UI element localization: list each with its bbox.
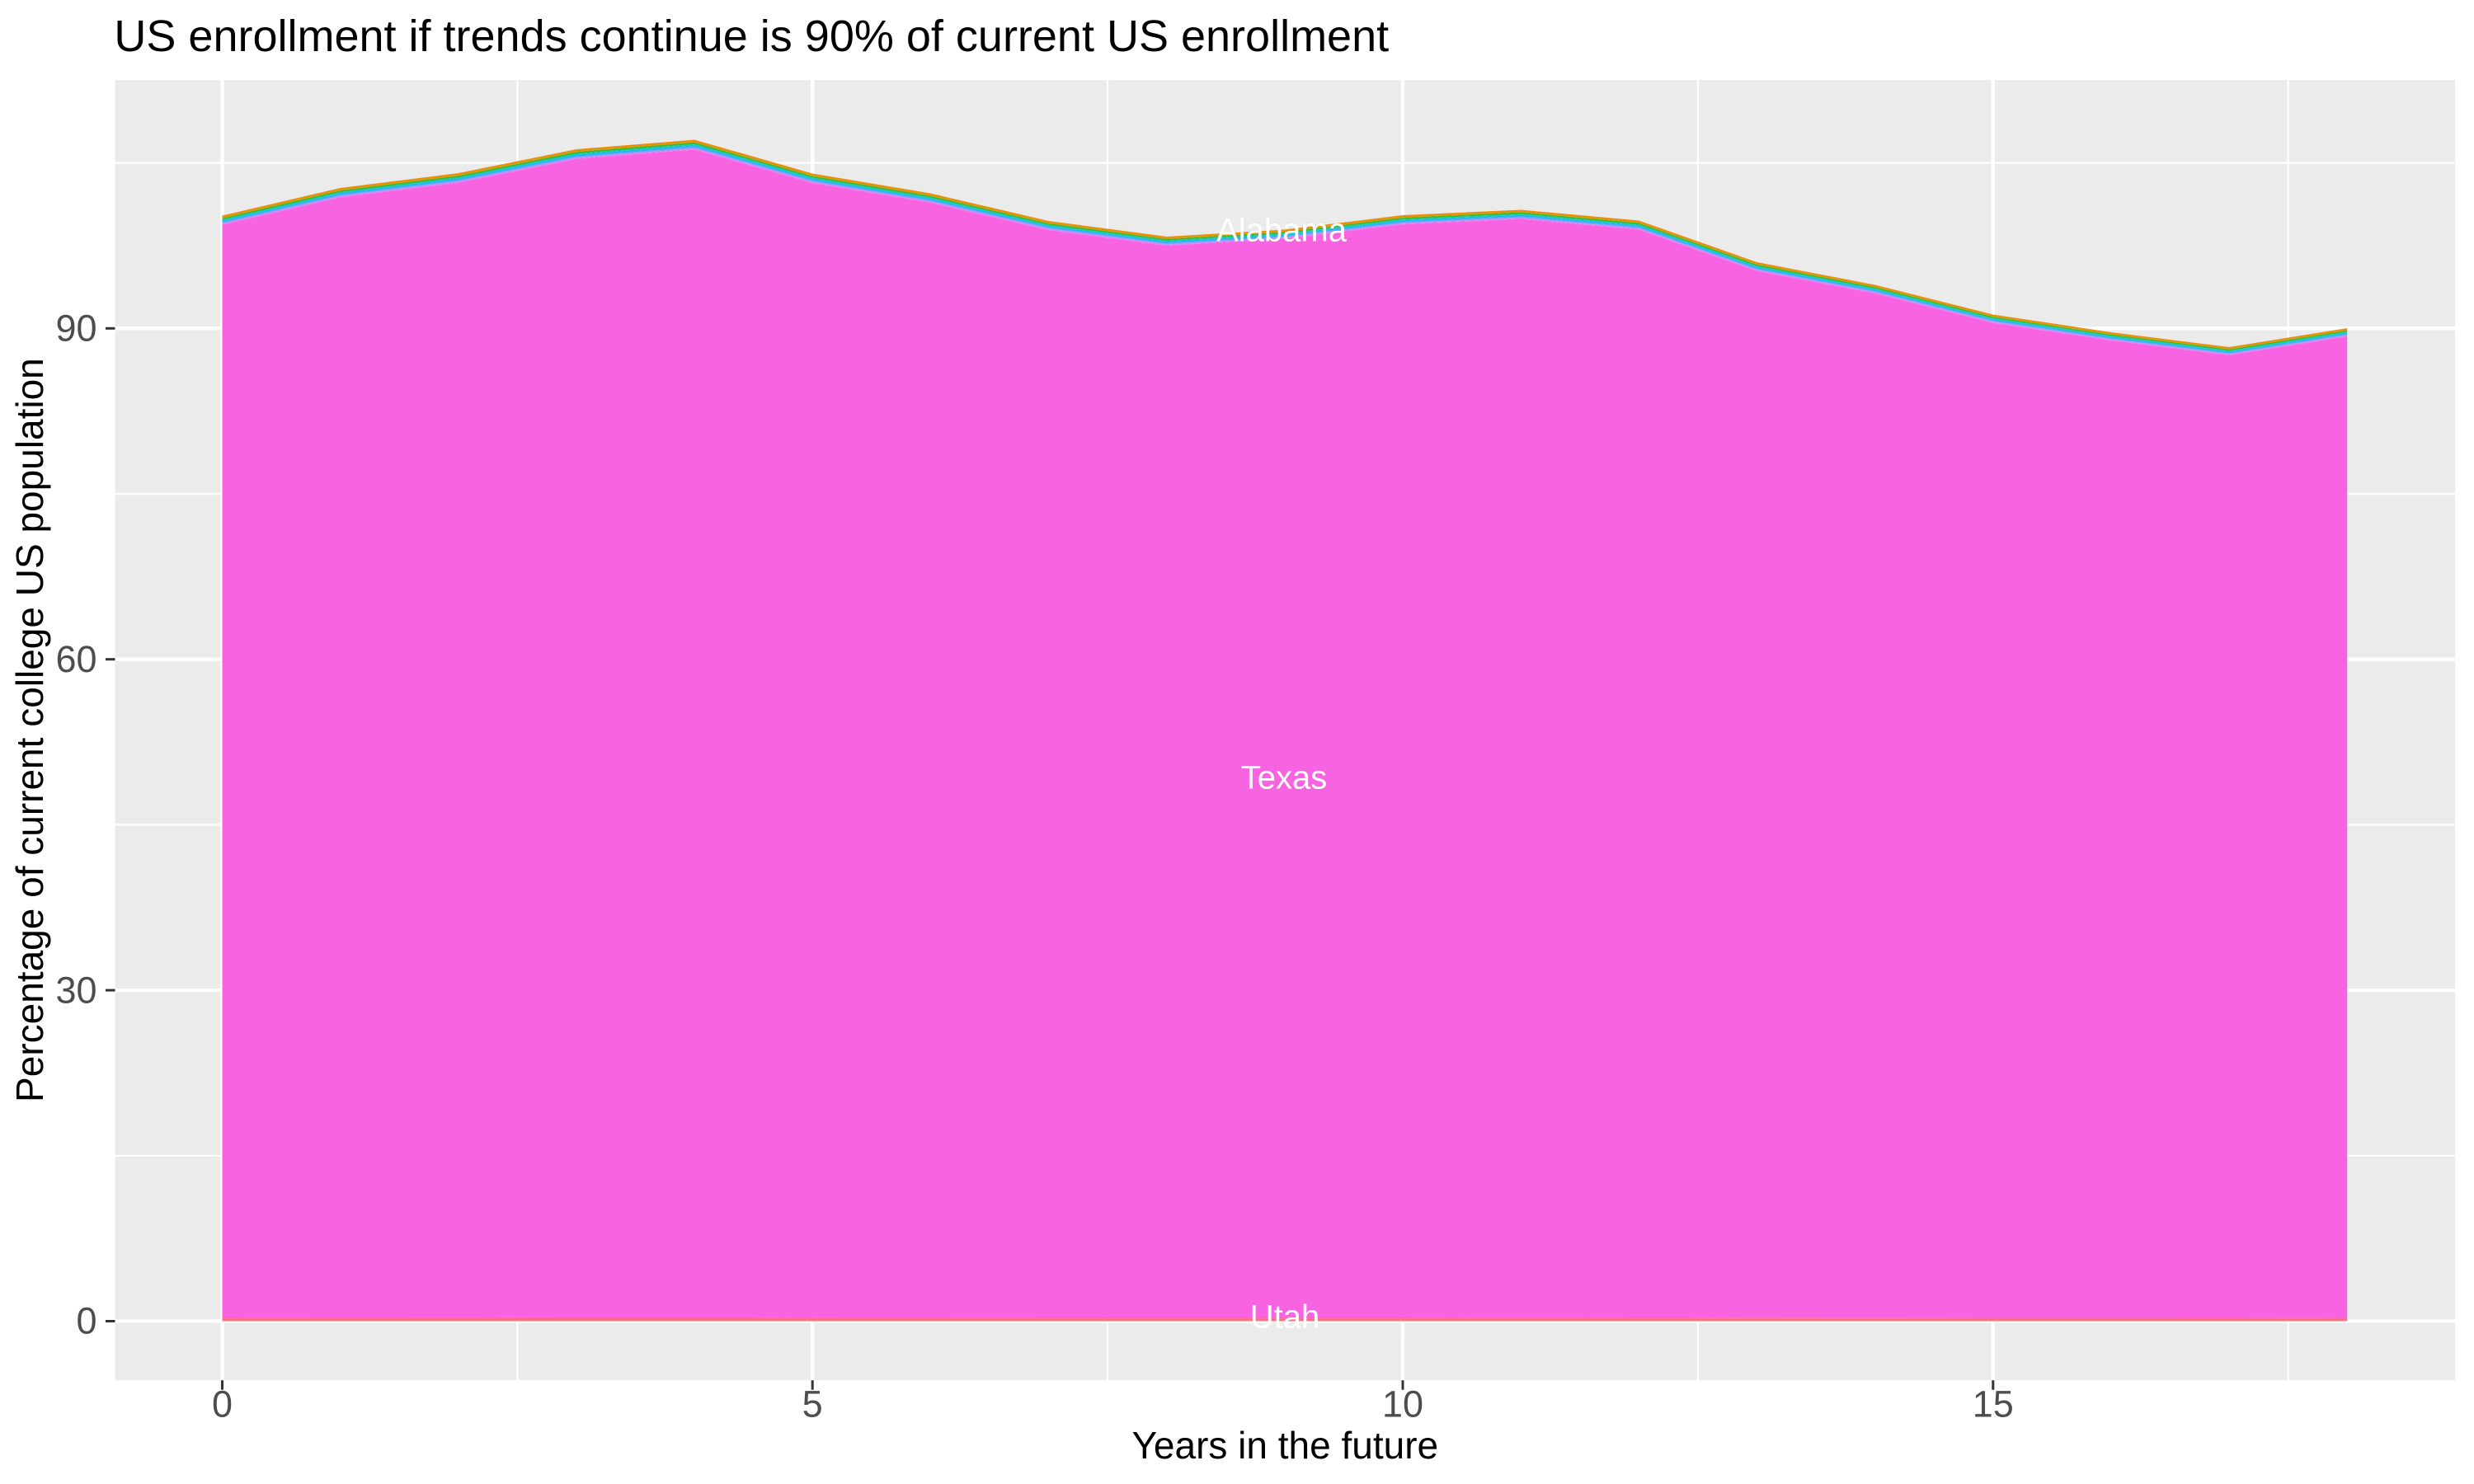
svg-text:30: 30 [55, 969, 96, 1011]
svg-text:90: 90 [55, 308, 96, 350]
svg-text:Years in the future: Years in the future [1131, 1424, 1438, 1467]
svg-text:10: 10 [1382, 1383, 1423, 1425]
svg-text:5: 5 [802, 1383, 823, 1425]
svg-text:Percentage of current college: Percentage of current college US populat… [8, 358, 51, 1102]
svg-text:US enrollment if trends contin: US enrollment if trends continue is 90% … [114, 12, 1389, 61]
svg-text:Texas: Texas [1241, 760, 1328, 796]
svg-text:60: 60 [55, 638, 96, 680]
svg-text:Alabama: Alabama [1216, 213, 1348, 249]
svg-text:15: 15 [1973, 1383, 2014, 1425]
svg-text:Utah: Utah [1250, 1299, 1320, 1336]
svg-text:0: 0 [212, 1383, 233, 1425]
svg-text:0: 0 [76, 1300, 96, 1342]
